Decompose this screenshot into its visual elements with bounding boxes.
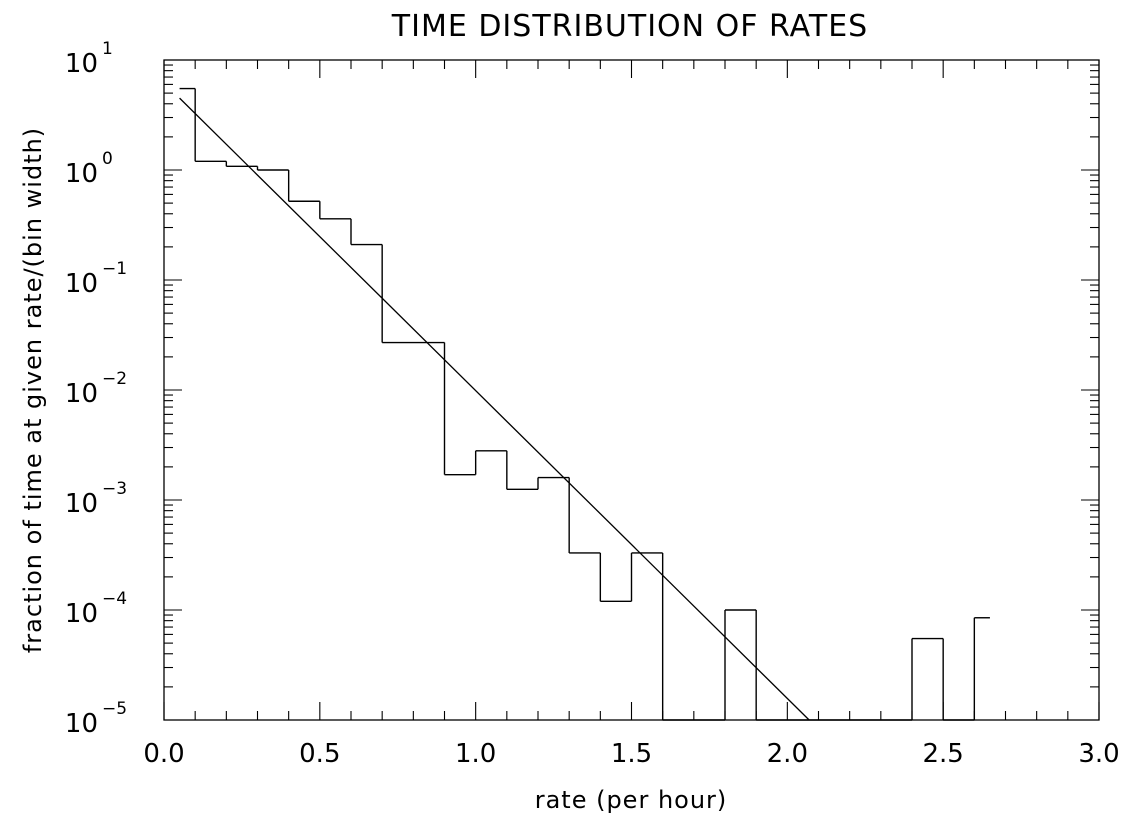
y-tick-exponent: −4 (102, 589, 127, 609)
y-tick-label: 10 −4 (65, 589, 127, 629)
x-tick-label: 3.0 (1078, 739, 1119, 769)
y-tick-label: 10 0 (65, 149, 113, 189)
y-tick-label: 10 −3 (65, 479, 127, 519)
y-tick-base: 10 (65, 489, 98, 519)
x-tick-labels: 0.0 0.5 1.0 1.5 2.0 2.5 3.0 (143, 739, 1119, 769)
y-tick-base: 10 (65, 709, 98, 739)
data-series (179, 87, 990, 721)
chart-title: TIME DISTRIBUTION OF RATES (391, 9, 868, 44)
y-tick-base: 10 (65, 269, 98, 299)
x-tick-label: 0.0 (143, 739, 184, 769)
y-tick-base: 10 (65, 599, 98, 629)
x-tick-label: 2.0 (767, 739, 808, 769)
y-tick-label: 10 −2 (65, 369, 127, 409)
y-tick-exponent: −3 (102, 479, 127, 499)
y-tick-base: 10 (65, 49, 98, 79)
y-tick-exponent: −2 (102, 369, 127, 389)
plot-frame (163, 59, 1100, 721)
x-tick-label: 1.0 (455, 739, 496, 769)
y-tick-base: 10 (65, 379, 98, 409)
x-tick-label: 1.5 (611, 739, 652, 769)
y-tick-exponent: −1 (102, 259, 127, 279)
y-tick-label: 10 −5 (65, 699, 127, 739)
histogram-series (179, 87, 990, 721)
x-tick-label: 2.5 (922, 739, 963, 769)
y-tick-label: 10 1 (65, 39, 113, 79)
y-tick-base: 10 (65, 159, 98, 189)
fit-line (179, 97, 810, 721)
axis-ticks (163, 59, 1100, 721)
y-tick-exponent: 0 (102, 149, 113, 169)
x-tick-label: 0.5 (299, 739, 340, 769)
y-tick-exponent: −5 (102, 699, 127, 719)
x-axis-label: rate (per hour) (535, 786, 728, 814)
y-tick-exponent: 1 (102, 39, 113, 59)
y-tick-label: 10 −1 (65, 259, 127, 299)
y-axis-label: fraction of time at given rate/(bin widt… (19, 127, 47, 653)
